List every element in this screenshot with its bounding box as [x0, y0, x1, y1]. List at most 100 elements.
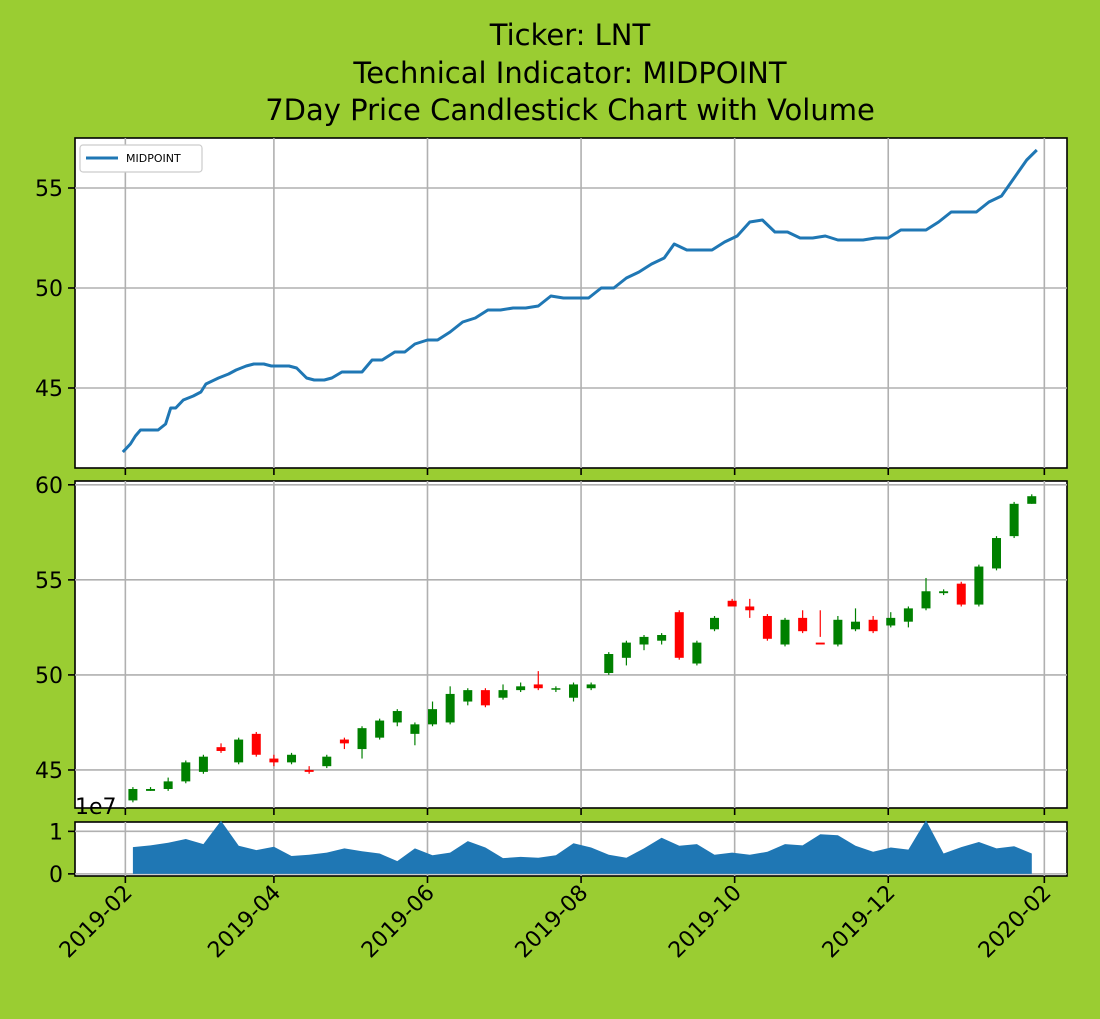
candle-body — [992, 538, 1002, 569]
indicator-panel: 45 50 55 MIDPOINT — [35, 137, 1068, 475]
indicator-ytick-label-2: 55 — [35, 177, 63, 202]
candle-body — [903, 608, 913, 622]
candle-body — [287, 754, 297, 763]
candle-body — [586, 684, 596, 689]
indicator-ytick-label-0: 45 — [35, 377, 63, 402]
candle-body — [710, 617, 720, 630]
candle-body — [234, 739, 244, 763]
candle-body — [410, 724, 420, 734]
candle — [392, 709, 402, 727]
candle-body — [304, 769, 314, 772]
candle-body — [1009, 503, 1019, 537]
candle — [992, 536, 1002, 571]
volume-panel: 01 1e7 — [49, 795, 1068, 888]
candle-body — [533, 684, 543, 689]
candle-body — [780, 619, 790, 645]
candle-body — [480, 690, 490, 706]
candle-body — [357, 728, 367, 750]
price-y-ticks: 45 50 55 60 — [35, 474, 1046, 815]
candle-body — [604, 654, 614, 674]
candle-body — [269, 758, 279, 763]
candle — [762, 614, 772, 641]
candle-body — [445, 693, 455, 723]
candle-body — [621, 642, 631, 658]
candle-body — [1027, 496, 1037, 504]
candle-body — [868, 619, 878, 632]
candle-body — [798, 617, 808, 632]
price-ytick-label-2: 55 — [35, 569, 63, 594]
candle — [269, 754, 279, 767]
volume-fill — [132, 820, 1032, 874]
candle — [780, 617, 790, 647]
volume-ytick-label-1: 1 — [49, 820, 63, 845]
candle — [551, 686, 561, 693]
candle-body — [375, 720, 385, 738]
candle-body — [745, 606, 755, 611]
chart-title-line-1: Ticker: LNT — [489, 18, 651, 52]
candle — [851, 608, 861, 632]
candle-body — [569, 684, 579, 698]
candle-body — [762, 615, 772, 639]
candle-body — [392, 711, 402, 723]
candle — [727, 598, 737, 607]
candle-body — [956, 583, 966, 605]
candle — [674, 610, 684, 660]
candle — [480, 688, 490, 708]
candle — [903, 606, 913, 628]
candle — [128, 787, 138, 803]
candle — [569, 682, 579, 702]
candle — [410, 722, 420, 746]
candle — [375, 718, 385, 740]
legend-box — [79, 144, 203, 173]
candle — [445, 686, 455, 725]
candle-body — [516, 686, 526, 691]
candle — [251, 731, 261, 757]
candle-body — [851, 621, 861, 630]
candle — [657, 633, 667, 645]
candle-body — [322, 756, 332, 767]
candle-body — [198, 756, 208, 772]
price-panel: 45 50 55 60 — [35, 474, 1068, 815]
price-ytick-label-1: 50 — [35, 664, 63, 689]
candle-body — [251, 733, 261, 755]
candle-body — [463, 690, 473, 702]
indicator-legend: MIDPOINT — [79, 144, 203, 173]
candle — [974, 564, 984, 607]
candle — [322, 754, 332, 769]
candle — [604, 652, 614, 675]
candle-body — [163, 781, 173, 789]
candle — [357, 726, 367, 759]
candle-body — [146, 788, 156, 791]
candle — [710, 615, 720, 632]
candle-body — [339, 739, 349, 744]
candle — [216, 743, 226, 753]
candle — [1027, 494, 1037, 504]
candle — [745, 598, 755, 618]
candle — [516, 682, 526, 693]
candle-body — [815, 642, 825, 645]
volume-offset-label: 1e7 — [75, 795, 117, 820]
candle-body — [886, 617, 896, 626]
candle — [1009, 501, 1019, 539]
indicator-panel-frame — [74, 137, 1068, 469]
candle-body — [639, 636, 649, 645]
candle — [146, 787, 156, 791]
candle-body — [498, 690, 508, 698]
candle — [639, 634, 649, 651]
candle-body — [727, 600, 737, 607]
candle — [886, 612, 896, 628]
candle — [956, 581, 966, 607]
candle — [815, 610, 825, 645]
volume-y-ticks: 01 — [49, 820, 1046, 888]
candle — [198, 754, 208, 774]
candle-body — [974, 566, 984, 605]
candle — [163, 777, 173, 791]
indicator-grid — [75, 138, 1067, 468]
candle-body — [128, 788, 138, 801]
candle-body — [674, 612, 684, 658]
price-grid — [75, 481, 1067, 808]
legend-label: MIDPOINT — [126, 152, 181, 165]
midpoint-line — [121, 148, 1038, 454]
volume-area — [132, 820, 1032, 874]
candle-body — [921, 591, 931, 609]
